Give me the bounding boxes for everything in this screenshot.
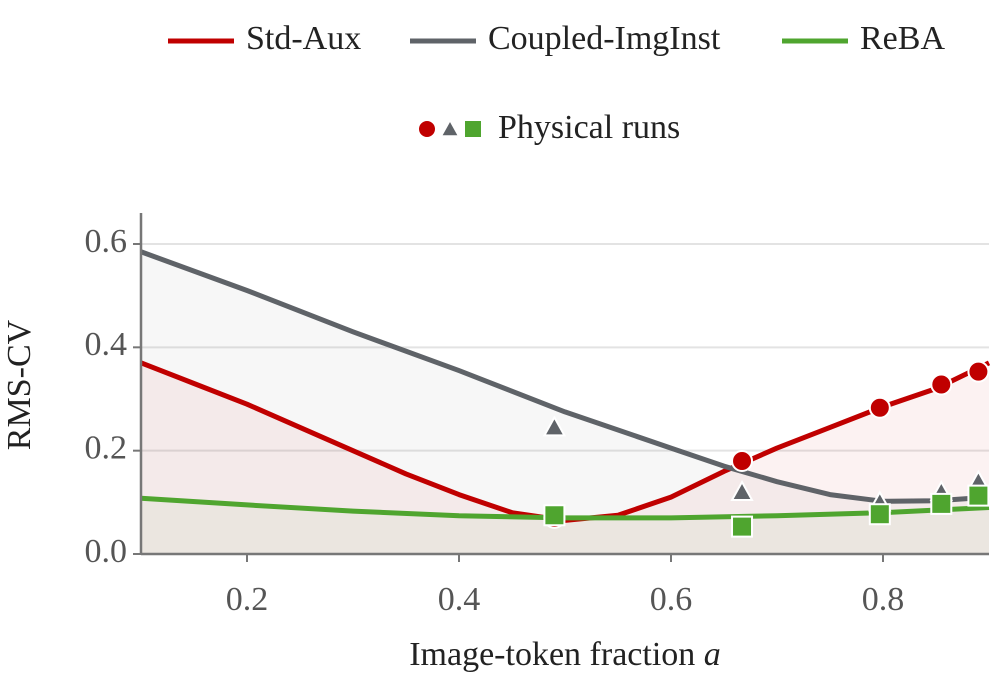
x-tick-label: 0.6: [650, 581, 693, 618]
series-area: [141, 362, 989, 554]
marker: [967, 484, 990, 507]
y-tick-label: 0.6: [85, 223, 128, 260]
x-axis-label-text: Image-token fraction: [409, 636, 695, 673]
y-tick-label: 0.0: [85, 533, 128, 570]
marker: [542, 415, 567, 437]
marker: [731, 450, 754, 472]
marker: [463, 119, 483, 139]
marker: [930, 492, 953, 515]
y-tick-label: 0.4: [85, 326, 128, 363]
marker: [930, 373, 953, 396]
marker: [417, 119, 437, 139]
legend-label: ReBA: [860, 20, 945, 57]
series-line: [140, 249, 990, 504]
marker: [731, 515, 754, 538]
marker: [967, 360, 990, 383]
y-tick-label: 0.2: [85, 429, 128, 466]
x-tick-label: 0.2: [226, 581, 269, 618]
marker: [730, 479, 754, 501]
x-tick-label: 0.8: [862, 581, 905, 618]
x-tick-label: 0.4: [438, 581, 481, 618]
marker: [439, 117, 461, 138]
marker: [868, 503, 891, 526]
y-axis-label: RMS-CV: [1, 319, 38, 450]
x-axis-label: Image-token fraction a: [409, 636, 721, 673]
legend-label: Coupled-ImgInst: [488, 20, 721, 57]
x-axis-label-symbol: a: [704, 636, 721, 673]
legend-label: Physical runs: [498, 109, 680, 146]
marker: [543, 504, 566, 527]
series-area: [141, 251, 989, 554]
marker: [868, 396, 891, 419]
legend-label: Std-Aux: [246, 20, 361, 57]
